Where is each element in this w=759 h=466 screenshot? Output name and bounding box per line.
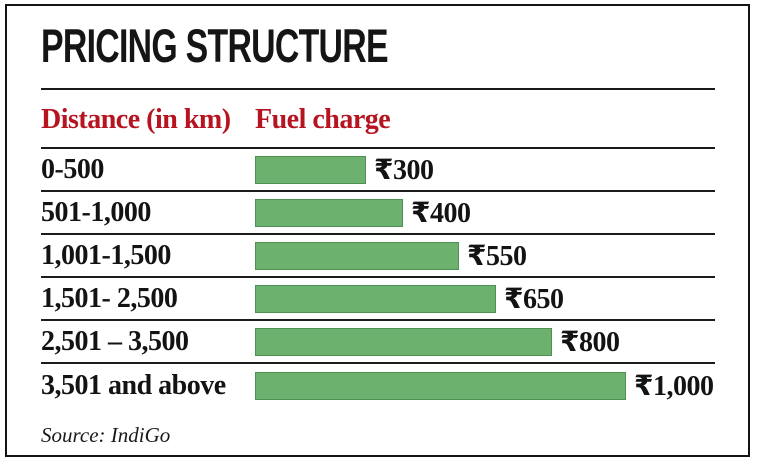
fuel-charge-value: ₹650 xyxy=(504,283,564,315)
column-header-fuel-charge: Fuel charge xyxy=(255,103,391,135)
distance-range-label: 2,501 – 3,500 xyxy=(41,325,189,357)
title-divider xyxy=(41,88,715,90)
table-header-row: Distance (in km) Fuel charge xyxy=(41,90,715,149)
table-row: 1,501- 2,500 ₹650 xyxy=(41,278,715,321)
fuel-charge-value: ₹1,000 xyxy=(634,370,714,402)
bar-rows: 0-500 ₹300 501-1,000 ₹400 1,001-1,500 ₹550 1,5… xyxy=(41,149,715,407)
fuel-charge-bar xyxy=(255,198,403,227)
fuel-charge-value: ₹300 xyxy=(374,154,434,186)
distance-range-label: 501-1,000 xyxy=(41,196,151,228)
fuel-charge-bar xyxy=(255,284,496,313)
source-note: Source: IndiGo xyxy=(41,423,171,447)
fuel-charge-value: ₹400 xyxy=(411,197,471,229)
table-row: 3,501 and above ₹1,000 xyxy=(41,364,715,407)
table-row: 0-500 ₹300 xyxy=(41,149,715,192)
fuel-charge-value: ₹550 xyxy=(467,240,527,272)
fuel-charge-bar xyxy=(255,155,366,184)
distance-range-label: 1,501- 2,500 xyxy=(41,282,178,314)
table-row: 501-1,000 ₹400 xyxy=(41,192,715,235)
fuel-charge-cell: ₹550 xyxy=(255,239,715,273)
distance-range-label: 0-500 xyxy=(41,153,104,185)
distance-range-label: 1,001-1,500 xyxy=(41,239,171,271)
fuel-charge-bar xyxy=(255,327,552,356)
distance-range-label: 3,501 and above xyxy=(41,369,226,401)
table-row: 1,001-1,500 ₹550 xyxy=(41,235,715,278)
infographic-content: PRICING STRUCTURE Distance (in km) Fuel … xyxy=(7,6,748,448)
column-header-distance: Distance (in km) xyxy=(41,103,231,135)
fuel-charge-bar xyxy=(255,241,459,270)
fuel-charge-cell: ₹650 xyxy=(255,282,715,316)
fuel-charge-cell: ₹1,000 xyxy=(255,369,715,403)
fuel-charge-cell: ₹400 xyxy=(255,196,715,230)
fuel-charge-value: ₹800 xyxy=(560,326,620,358)
fuel-charge-bar xyxy=(255,371,626,400)
page-title: PRICING STRUCTURE xyxy=(41,19,389,72)
infographic-frame: PRICING STRUCTURE Distance (in km) Fuel … xyxy=(5,4,750,457)
fuel-charge-cell: ₹300 xyxy=(255,153,715,187)
table-row: 2,501 – 3,500 ₹800 xyxy=(41,321,715,364)
fuel-charge-cell: ₹800 xyxy=(255,325,715,359)
